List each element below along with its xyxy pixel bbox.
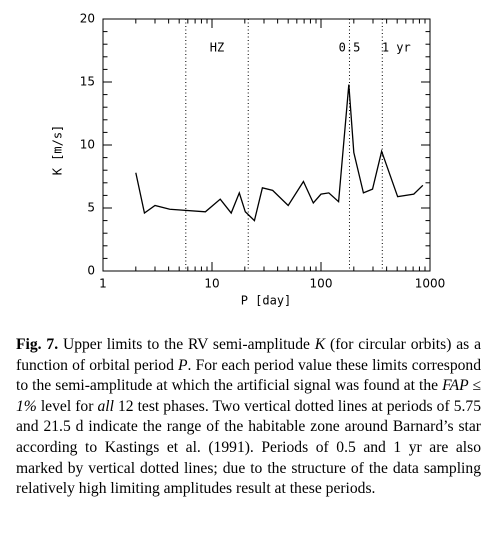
annotation: 1 yr [382, 41, 411, 55]
x-tick-label: 10 [204, 277, 219, 291]
caption-run: FAP ≤ 1% [16, 377, 481, 415]
y-tick-label: 20 [80, 12, 95, 26]
y-tick-label: 0 [87, 264, 95, 278]
plot-frame [102, 18, 431, 272]
x-tick-label: 1000 [415, 277, 446, 291]
caption-run: 12 test phases. Two vertical dotted line… [16, 397, 481, 498]
caption-run: level for [36, 397, 98, 415]
data-line [135, 84, 424, 222]
caption-run: . For each period value these limits cor… [16, 356, 482, 395]
x-axis-label: P [day] [241, 294, 292, 308]
y-tick-label: 15 [80, 75, 95, 89]
caption: Fig. 7. Upper limits to the RV semi-ampl… [16, 335, 481, 500]
y-tick-label: 5 [87, 201, 95, 215]
x-tick-label: 100 [310, 277, 333, 291]
caption-run: P [178, 356, 188, 374]
chart: P [day] K [m/s] 1 10 100 1000 0 5 10 15 20 HZ 0.5 1… [51, 12, 446, 308]
y-tick-label: 10 [80, 138, 95, 152]
annotation: HZ [210, 41, 224, 55]
y-axis-label: K [m/s] [51, 125, 65, 176]
caption-run: (for circular orbits) as a function of o… [16, 336, 481, 374]
caption-run: all [97, 397, 114, 415]
caption-text: Upper limits to the RV semi-amplitude K … [16, 336, 481, 497]
x-tick-label: 1 [99, 277, 107, 291]
caption-label: Fig. 7. [16, 336, 59, 353]
caption-run: K [314, 336, 326, 353]
annotation: 0.5 [339, 41, 361, 55]
caption-run: Upper limits to the RV semi-amplitude [62, 336, 315, 353]
